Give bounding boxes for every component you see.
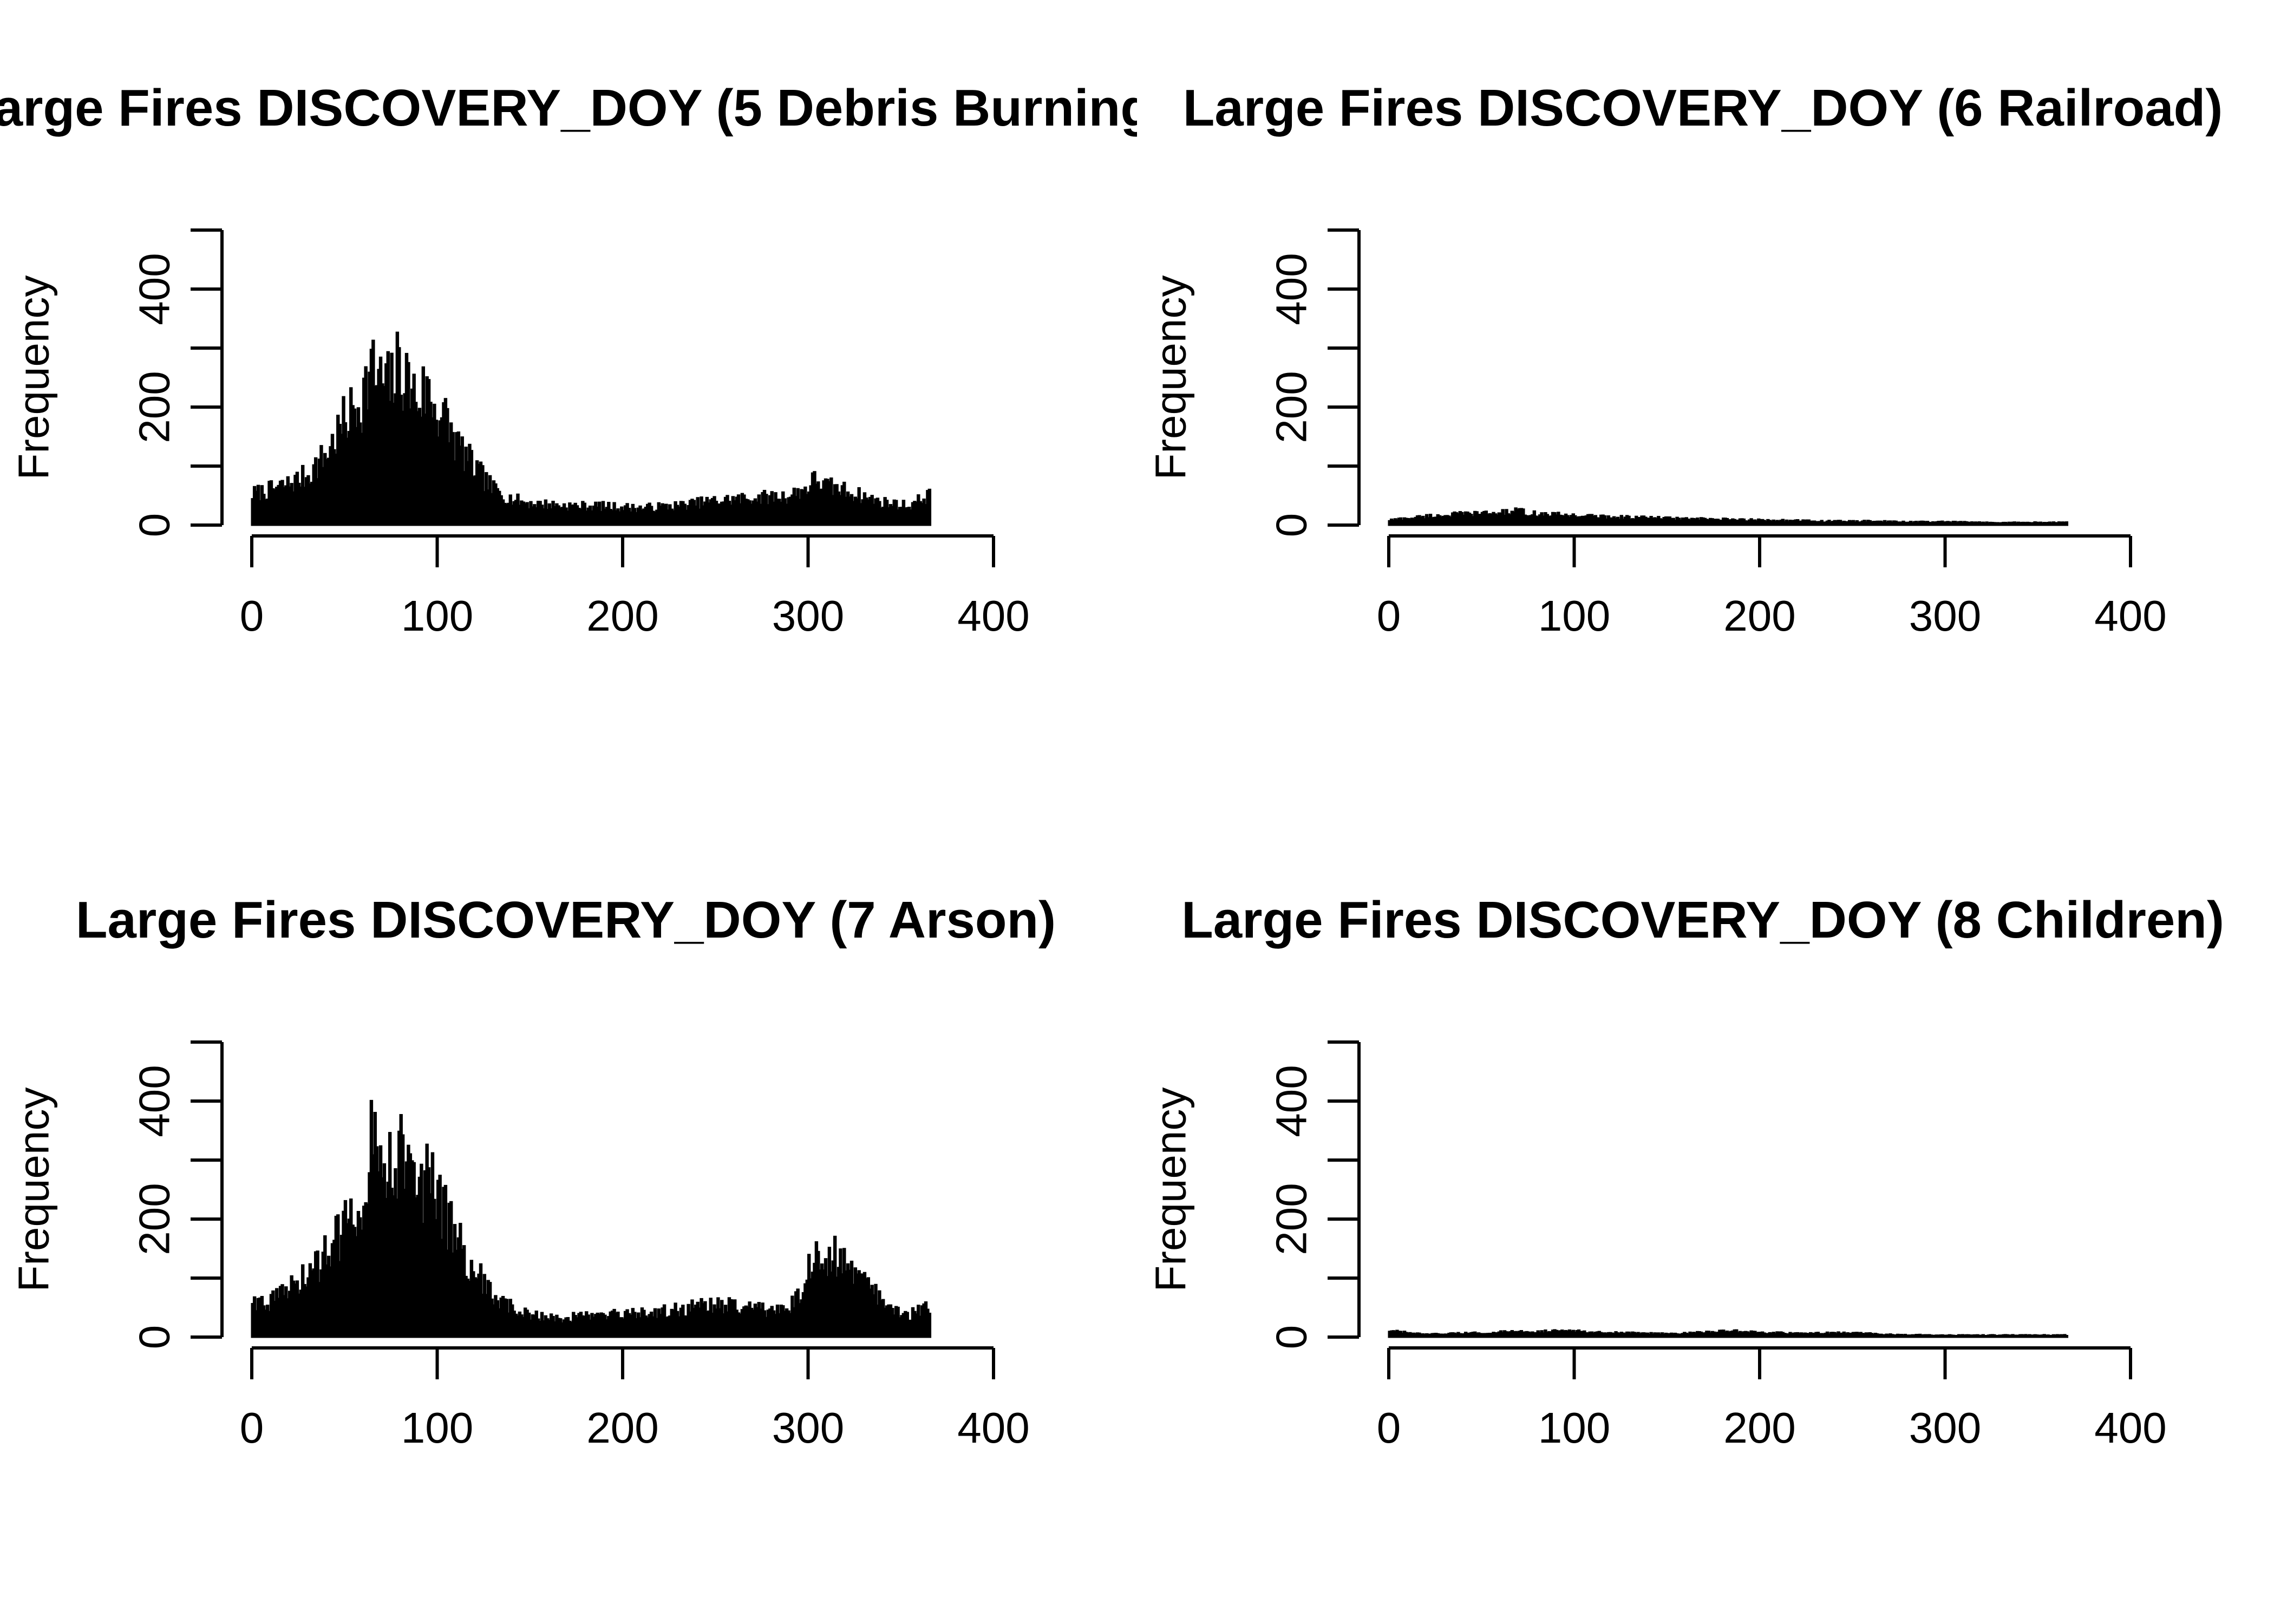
- y-axis-label: Frequency: [1147, 1088, 1195, 1292]
- y-tick-label: 0: [1267, 1325, 1316, 1350]
- x-tick-label: 300: [1909, 592, 1981, 640]
- histogram-bars: [1388, 507, 2069, 526]
- x-tick-label: 100: [1538, 1404, 1610, 1452]
- histogram-svg-3: Large Fires DISCOVERY_DOY (7 Arson) 0 200 4…: [10, 891, 1056, 1452]
- y-axis-label: Frequency: [10, 276, 58, 480]
- histogram-svg-4: Large Fires DISCOVERY_DOY (8 Children) 0 2…: [1147, 891, 2224, 1452]
- y-tick-label: 200: [1267, 371, 1316, 443]
- x-tick-label: 100: [1538, 592, 1610, 640]
- histogram-panel-children: Large Fires DISCOVERY_DOY (8 Children) 0 2…: [1137, 812, 2274, 1624]
- y-tick-label: 0: [130, 1325, 179, 1350]
- x-tick-label: 0: [1377, 592, 1401, 640]
- y-tick-label: 200: [1267, 1183, 1316, 1255]
- y-tick-label: 400: [130, 1065, 179, 1137]
- chart-title: Large Fires DISCOVERY_DOY (5 Debris Burn…: [0, 79, 1137, 137]
- histogram-bar: [927, 1312, 932, 1338]
- x-tick-label: 0: [240, 592, 264, 640]
- chart-title: Large Fires DISCOVERY_DOY (6 Railroad): [1183, 79, 2223, 137]
- y-tick-label: 200: [130, 1183, 179, 1255]
- y-tick-label: 0: [130, 513, 179, 538]
- x-tick-label: 400: [957, 1404, 1029, 1452]
- x-tick-label: 300: [772, 1404, 844, 1452]
- histogram-bars: [251, 331, 932, 526]
- chart-title: Large Fires DISCOVERY_DOY (8 Children): [1181, 891, 2224, 949]
- y-axis-label: Frequency: [10, 1088, 58, 1292]
- y-tick-label: 400: [1267, 1065, 1316, 1137]
- x-tick-label: 300: [772, 592, 844, 640]
- x-tick-label: 200: [1723, 1404, 1795, 1452]
- histogram-bars: [1388, 1329, 2069, 1338]
- histogram-bar: [927, 488, 932, 526]
- x-tick-label: 400: [957, 592, 1029, 640]
- histogram-svg-1: Large Fires DISCOVERY_DOY (5 Debris Burn…: [0, 79, 1137, 640]
- y-axis-label: Frequency: [1147, 276, 1195, 480]
- y-tick-label: 200: [130, 371, 179, 443]
- x-tick-label: 100: [401, 592, 473, 640]
- x-tick-label: 200: [1723, 592, 1795, 640]
- x-tick-label: 200: [586, 1404, 658, 1452]
- x-tick-label: 400: [2094, 592, 2166, 640]
- x-tick-label: 300: [1909, 1404, 1981, 1452]
- histogram-bar: [2064, 521, 2069, 526]
- x-tick-label: 200: [586, 592, 658, 640]
- y-tick-label: 400: [130, 253, 179, 325]
- x-tick-label: 100: [401, 1404, 473, 1452]
- x-tick-label: 400: [2094, 1404, 2166, 1452]
- x-tick-label: 0: [1377, 1404, 1401, 1452]
- y-tick-label: 400: [1267, 253, 1316, 325]
- histogram-bar: [2064, 1334, 2069, 1338]
- histogram-panel-debris-burning: Large Fires DISCOVERY_DOY (5 Debris Burn…: [0, 0, 1137, 812]
- histogram-panel-arson: Large Fires DISCOVERY_DOY (7 Arson) 0 200 4…: [0, 812, 1137, 1624]
- chart-title: Large Fires DISCOVERY_DOY (7 Arson): [76, 891, 1056, 949]
- x-tick-label: 0: [240, 1404, 264, 1452]
- histogram-svg-2: Large Fires DISCOVERY_DOY (6 Railroad) 0 2…: [1147, 79, 2223, 640]
- histogram-bars: [251, 1099, 932, 1338]
- y-tick-label: 0: [1267, 513, 1316, 538]
- histogram-panel-railroad: Large Fires DISCOVERY_DOY (6 Railroad) 0 2…: [1137, 0, 2274, 812]
